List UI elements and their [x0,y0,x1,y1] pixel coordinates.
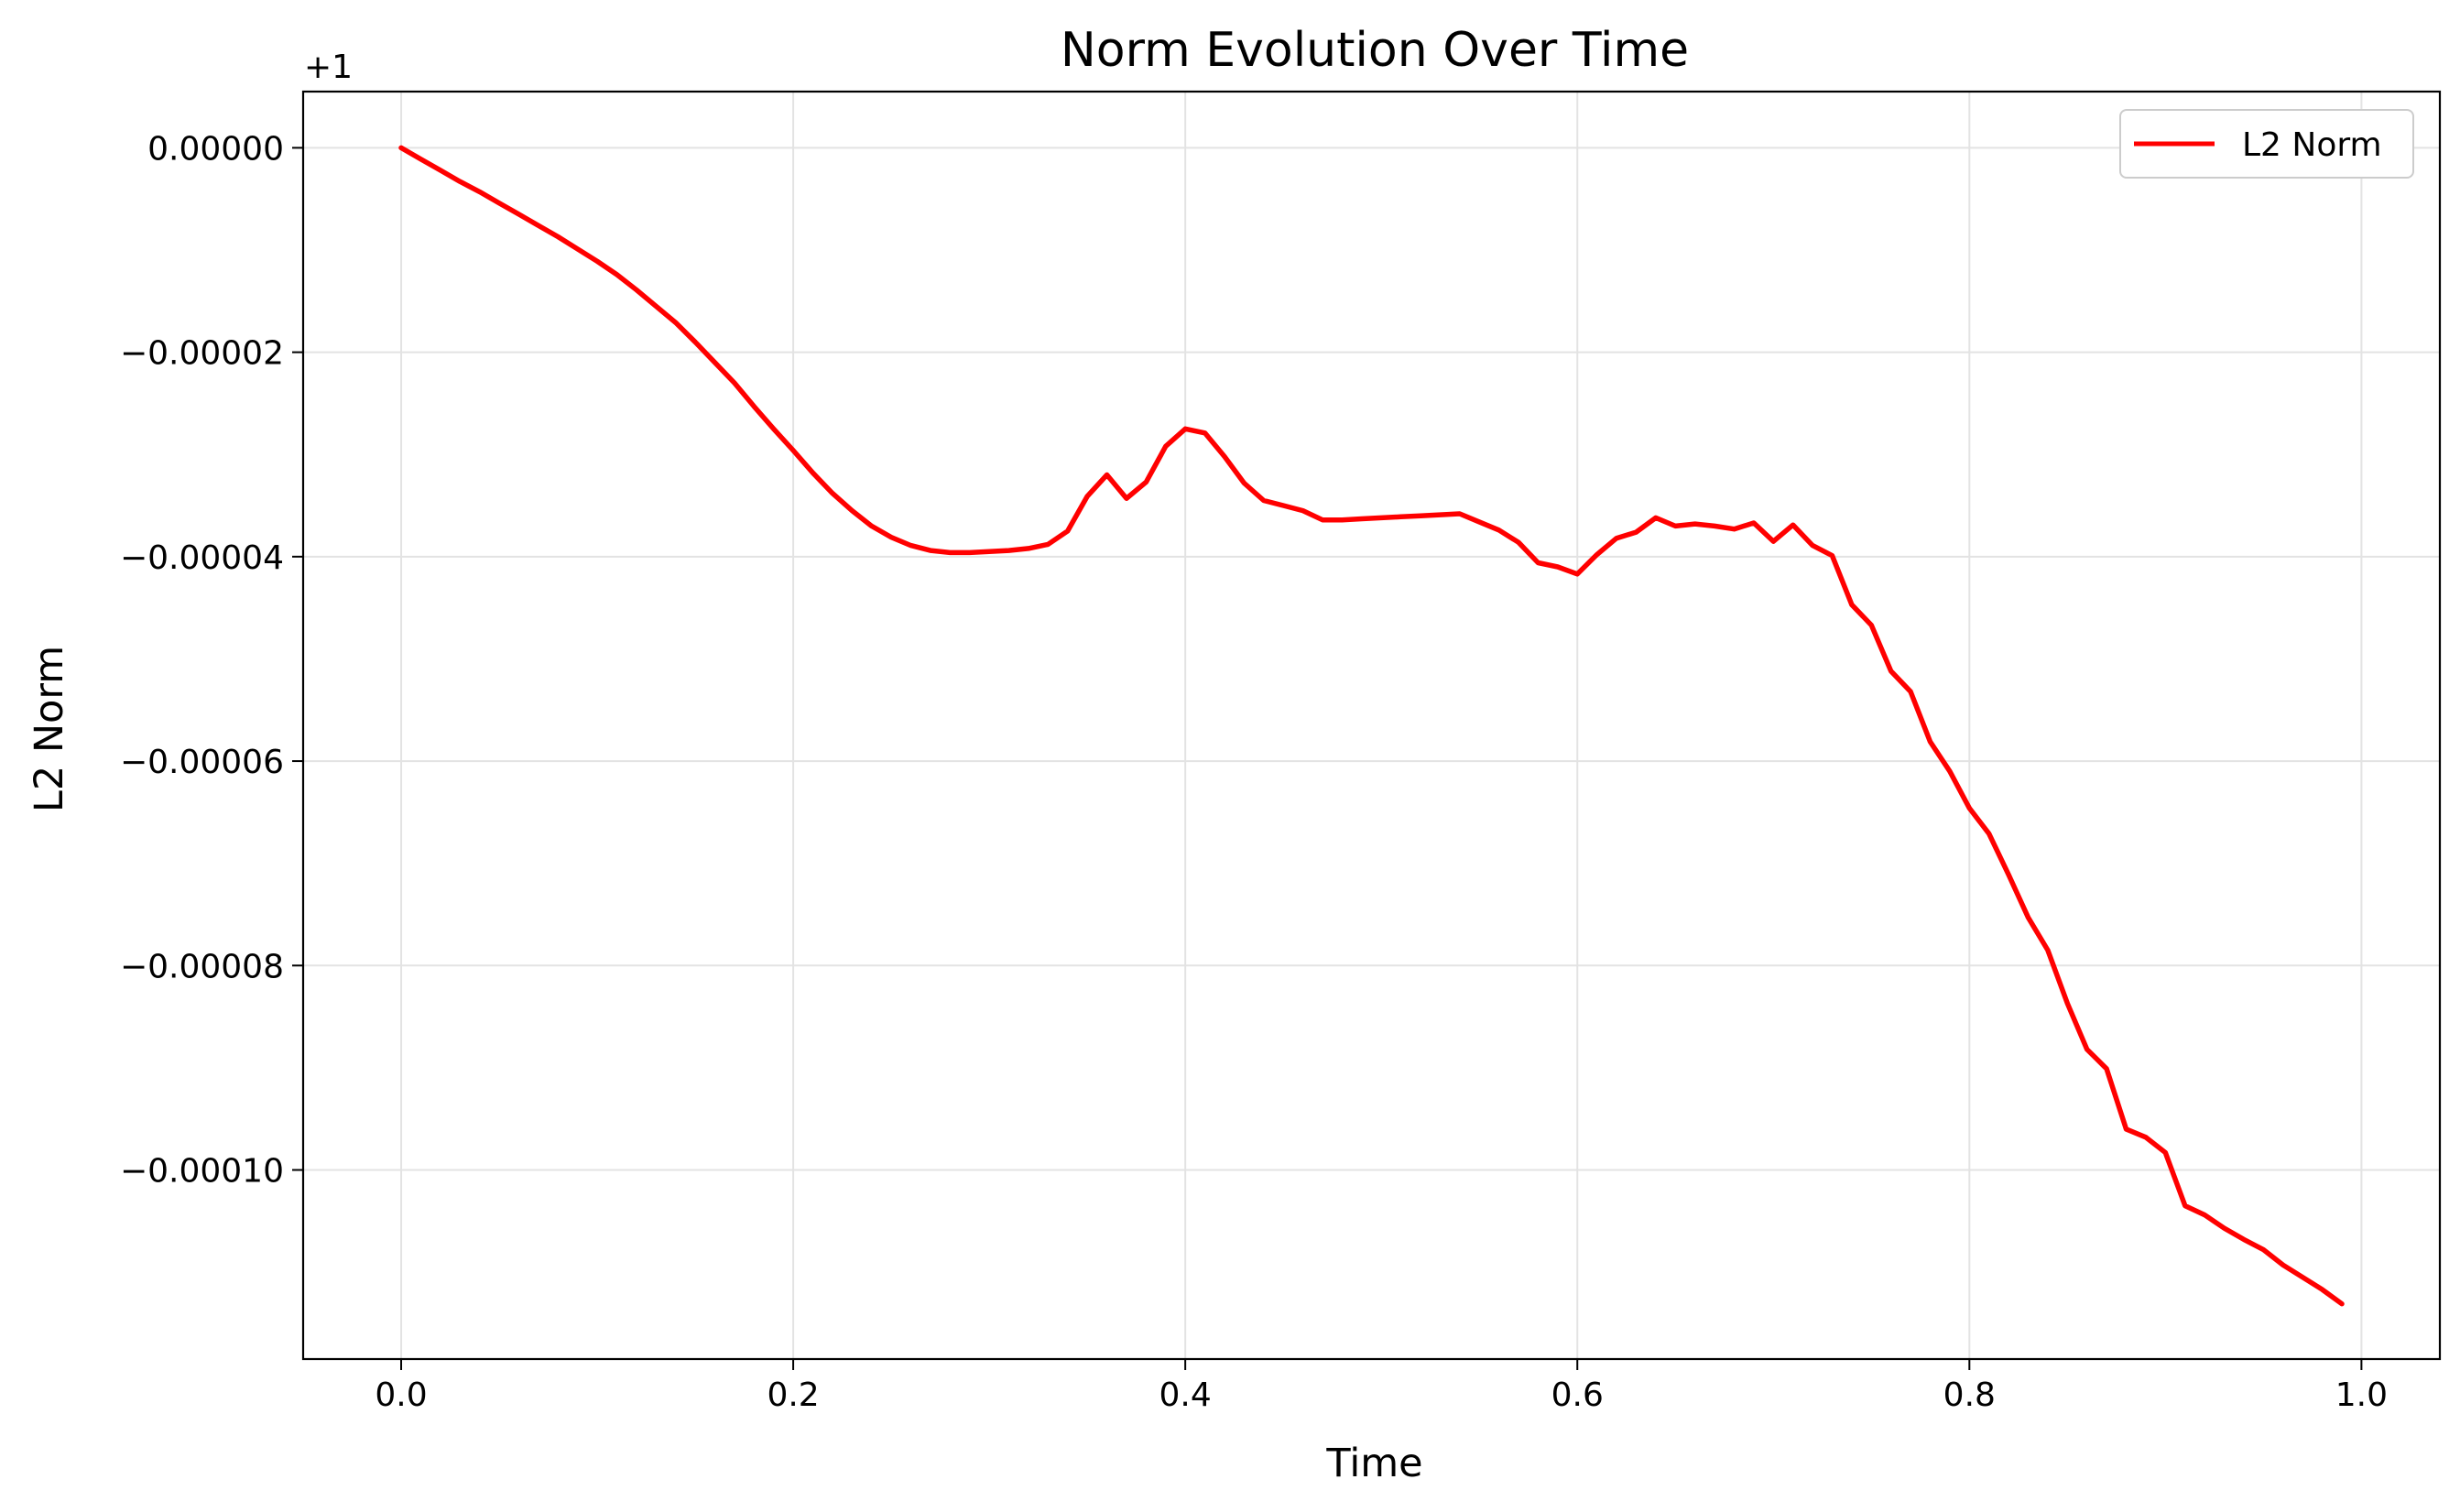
series-line [398,145,2345,1307]
y-axis-offset-label: +1 [304,49,353,86]
x-tick-label: 1.0 [2335,1376,2388,1414]
x-axis: 0.0 0.2 0.4 0.6 0.8 1.0 [375,1359,2388,1414]
x-axis-label: Time [1325,1441,1422,1486]
x-tick-label: 0.8 [1943,1376,1996,1414]
x-tick-label: 0.6 [1551,1376,1604,1414]
y-tick-label: −0.00008 [120,948,284,985]
y-axis: 0.00000 −0.00002 −0.00004 −0.00006 −0.00008 −… [120,130,303,1191]
x-tick-label: 0.4 [1159,1376,1212,1414]
grid-lines [303,92,2440,1359]
y-tick-label: −0.00002 [120,335,284,373]
y-tick-label: 0.00000 [147,130,284,168]
y-tick-label: −0.00006 [120,744,284,781]
legend-label: L2 Norm [2242,126,2382,164]
legend-box [2119,109,2414,179]
x-tick-label: 0.0 [375,1376,427,1414]
chart-title: Norm Evolution Over Time [1061,23,1689,78]
y-axis-label: L2 Norm [27,646,72,812]
legend: L2 Norm [2119,109,2414,179]
y-tick-label: −0.00004 [120,539,284,577]
series-layer [398,145,2345,1307]
x-tick-label: 0.2 [767,1376,819,1414]
y-tick-label: −0.00010 [120,1153,284,1191]
plot-frame [301,90,2442,1361]
